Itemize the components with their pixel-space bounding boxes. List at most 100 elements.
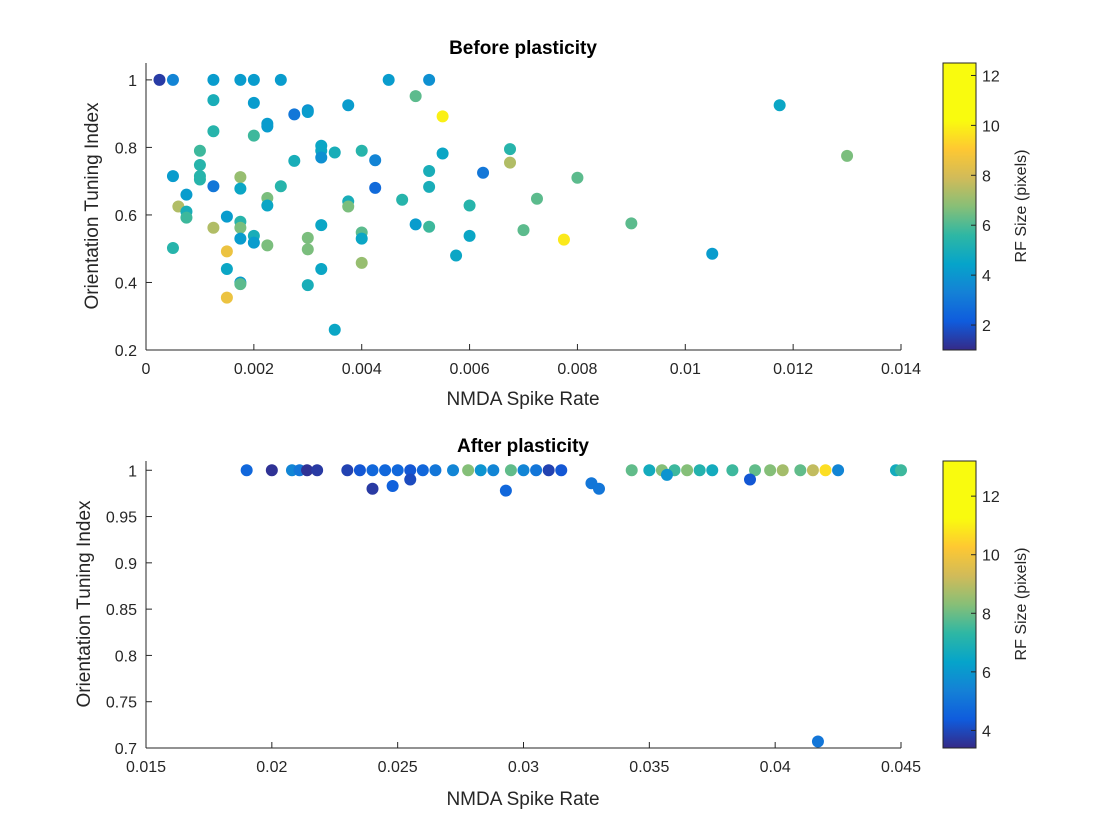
y-tick-label: 0.6 xyxy=(115,208,137,225)
data-point xyxy=(504,156,517,169)
x-tick-label: 0.025 xyxy=(378,759,418,776)
data-point xyxy=(247,236,260,249)
data-point xyxy=(301,105,314,118)
y-tick-label: 0.85 xyxy=(106,602,137,619)
x-tick-label: 0.01 xyxy=(670,361,701,378)
colorbar-tick-label: 12 xyxy=(982,489,1000,506)
data-point xyxy=(180,211,193,224)
data-point xyxy=(409,218,422,231)
data-point xyxy=(429,464,442,477)
data-point xyxy=(423,220,436,233)
data-point xyxy=(166,170,179,183)
x-tick-label: 0.045 xyxy=(881,759,921,776)
colorbar: 4 6 8 10 12 xyxy=(942,460,1000,749)
data-point xyxy=(625,464,638,477)
data-point xyxy=(220,245,233,258)
data-point xyxy=(220,291,233,304)
plot-area: 0.015 0.02 0.025 0.03 0.035 0.04 0.045 0.7 0.75 0… xyxy=(106,461,921,776)
data-point xyxy=(593,482,605,495)
data-point xyxy=(274,73,287,86)
data-point xyxy=(477,166,490,179)
data-point xyxy=(396,193,409,206)
colorbar-tick-label: 10 xyxy=(982,548,1000,565)
data-point xyxy=(353,464,366,477)
colorbar-label: RF Size (pixels) xyxy=(1013,548,1030,661)
data-point xyxy=(436,147,449,160)
data-point xyxy=(193,144,206,157)
data-point xyxy=(681,464,694,477)
data-point xyxy=(153,73,166,86)
data-point xyxy=(234,278,247,291)
data-point xyxy=(517,464,530,477)
data-point xyxy=(404,464,417,477)
colorbar-tick-label: 10 xyxy=(982,118,1000,135)
data-point xyxy=(328,146,341,159)
data-point xyxy=(341,464,354,477)
data-point xyxy=(342,200,355,213)
data-point xyxy=(366,482,379,495)
data-point xyxy=(355,232,368,245)
data-point xyxy=(773,99,786,112)
x-axis-label: NMDA Spike Rate xyxy=(446,389,599,410)
x-tick-label: 0.04 xyxy=(760,759,791,776)
data-point xyxy=(193,173,206,186)
y-tick-label: 0.95 xyxy=(106,510,137,527)
data-point xyxy=(463,199,476,212)
y-tick-label: 1 xyxy=(128,73,137,90)
x-tick-label: 0.012 xyxy=(773,361,813,378)
data-point xyxy=(571,171,584,184)
data-point xyxy=(806,464,819,477)
data-point xyxy=(811,735,824,748)
y-tick-label: 0.9 xyxy=(115,556,137,573)
colorbar-tick-label: 6 xyxy=(982,665,991,682)
data-point xyxy=(301,279,314,292)
y-tick-label: 0.7 xyxy=(115,741,137,758)
x-tick-label: 0 xyxy=(142,361,151,378)
data-point xyxy=(450,249,463,262)
y-tick-label: 0.2 xyxy=(115,343,137,360)
colorbar-tick-label: 4 xyxy=(982,268,991,285)
data-point xyxy=(517,224,530,237)
data-point xyxy=(301,243,314,256)
data-point xyxy=(706,464,719,477)
data-point xyxy=(499,484,512,497)
data-point xyxy=(234,73,247,86)
data-point xyxy=(379,464,392,477)
x-tick-label: 0.002 xyxy=(234,361,274,378)
data-point xyxy=(744,473,756,486)
data-point xyxy=(447,464,460,477)
data-point xyxy=(423,180,436,193)
data-point xyxy=(416,464,429,477)
y-tick-label: 0.8 xyxy=(115,648,137,665)
data-point xyxy=(436,110,449,123)
data-point xyxy=(794,464,807,477)
data-point xyxy=(530,192,543,205)
data-point xyxy=(542,464,555,477)
data-point xyxy=(462,464,475,477)
data-point xyxy=(288,108,301,121)
chart-title: Before plasticity xyxy=(449,38,597,59)
data-point xyxy=(261,199,274,212)
data-point xyxy=(207,73,220,86)
data-point xyxy=(220,262,233,275)
data-point xyxy=(366,464,379,477)
x-tick-label: 0.014 xyxy=(881,361,921,378)
data-point xyxy=(660,468,673,481)
data-point xyxy=(504,464,517,477)
data-point xyxy=(463,229,476,242)
y-tick-label: 1 xyxy=(128,463,137,480)
data-point xyxy=(841,149,854,162)
data-point xyxy=(261,239,274,252)
data-point xyxy=(261,120,274,133)
data-point xyxy=(474,464,487,477)
data-point xyxy=(207,94,220,107)
data-point xyxy=(895,464,907,477)
data-point xyxy=(832,464,845,477)
data-point xyxy=(423,165,436,178)
data-point xyxy=(315,151,328,164)
data-point xyxy=(265,464,278,477)
data-point xyxy=(234,182,247,195)
data-point xyxy=(240,464,253,477)
data-point xyxy=(207,125,220,138)
